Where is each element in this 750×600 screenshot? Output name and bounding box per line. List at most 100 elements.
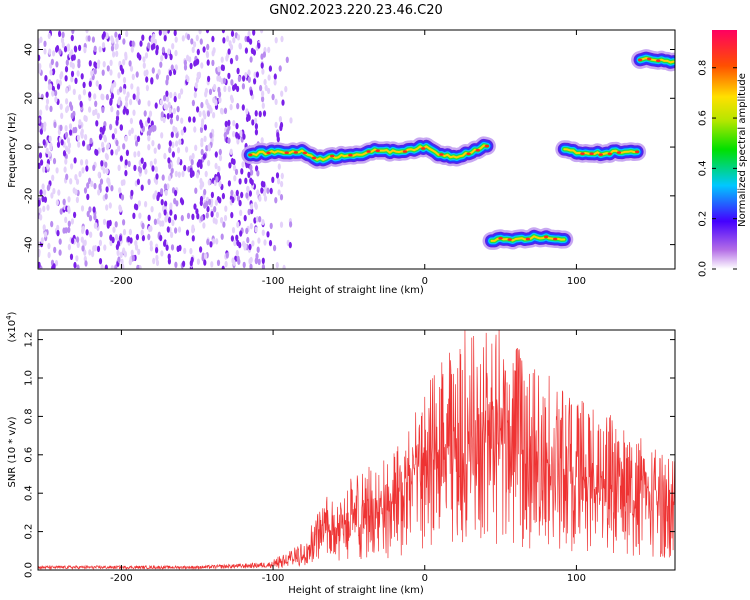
noise-dot bbox=[131, 73, 135, 81]
noise-dot bbox=[280, 90, 284, 97]
noise-dot bbox=[48, 83, 53, 90]
noise-dot bbox=[154, 190, 158, 197]
noise-dot bbox=[247, 69, 251, 76]
noise-dot bbox=[167, 174, 172, 182]
noise-dot bbox=[164, 189, 168, 196]
noise-dot bbox=[54, 259, 59, 267]
noise-dot bbox=[160, 188, 164, 195]
noise-dot bbox=[223, 107, 228, 115]
noise-dot bbox=[70, 34, 74, 42]
noise-dot bbox=[273, 244, 277, 252]
noise-dot bbox=[245, 115, 250, 123]
noise-dot bbox=[51, 174, 55, 181]
noise-dot bbox=[251, 119, 255, 126]
colorbar-ticks: 0.0 0.2 0.4 0.6 0.8 bbox=[698, 60, 737, 277]
noise-dot bbox=[64, 216, 68, 223]
track-peak bbox=[637, 58, 643, 62]
noise-dot bbox=[56, 229, 60, 237]
noise-dot bbox=[163, 35, 167, 42]
noise-dot bbox=[43, 48, 47, 55]
noise-dot bbox=[237, 75, 241, 83]
noise-dot bbox=[50, 192, 54, 199]
noise-dot bbox=[91, 36, 95, 43]
track-peak bbox=[375, 149, 380, 152]
noise-dot bbox=[261, 90, 265, 97]
track-peak bbox=[266, 151, 271, 155]
noise-dot bbox=[222, 37, 226, 44]
noise-dot bbox=[38, 54, 41, 61]
noise-dot bbox=[155, 48, 159, 56]
noise-dot bbox=[82, 81, 86, 89]
noise-dot bbox=[151, 165, 155, 172]
noise-dot bbox=[164, 52, 168, 60]
noise-dot bbox=[168, 146, 172, 154]
noise-dot bbox=[128, 258, 132, 266]
noise-dot bbox=[260, 30, 264, 34]
noise-dot bbox=[241, 83, 245, 90]
noise-dot bbox=[38, 152, 43, 159]
noise-dot bbox=[62, 198, 66, 205]
noise-dot bbox=[255, 253, 259, 260]
noise-dot bbox=[99, 230, 103, 238]
noise-dot bbox=[191, 213, 195, 220]
noise-dot bbox=[191, 99, 195, 107]
noise-dot bbox=[243, 244, 247, 251]
noise-dot bbox=[257, 237, 261, 244]
noise-dot bbox=[122, 219, 126, 226]
noise-dot bbox=[247, 76, 251, 83]
noise-dot bbox=[64, 66, 69, 73]
noise-dot bbox=[49, 69, 53, 76]
noise-dot bbox=[87, 35, 91, 42]
noise-dot bbox=[46, 204, 50, 211]
spectral-track bbox=[241, 136, 496, 169]
noise-dot bbox=[115, 119, 119, 126]
noise-dot bbox=[152, 43, 156, 50]
noise-dot bbox=[212, 112, 216, 119]
noise-dot bbox=[53, 121, 57, 128]
noise-dot bbox=[200, 62, 204, 69]
noise-dot bbox=[157, 69, 161, 76]
noise-dot bbox=[227, 85, 231, 93]
noise-dot bbox=[38, 248, 41, 256]
noise-dot bbox=[228, 162, 232, 169]
noise-dot bbox=[215, 176, 219, 183]
noise-dot bbox=[164, 216, 168, 223]
noise-dot bbox=[232, 164, 237, 172]
noise-dot bbox=[212, 217, 216, 224]
noise-dot bbox=[74, 188, 78, 196]
y-tick-label: 1.0 bbox=[24, 370, 35, 386]
track-peak bbox=[330, 154, 335, 158]
noise-dot bbox=[268, 65, 272, 72]
noise-dot bbox=[261, 68, 265, 75]
noise-dot bbox=[263, 195, 268, 202]
noise-dot bbox=[98, 183, 102, 190]
noise-dot bbox=[260, 187, 264, 194]
y-tick-label: 0.4 bbox=[24, 485, 35, 501]
noise-dot bbox=[211, 50, 215, 57]
noise-dot bbox=[135, 71, 139, 78]
noise-dot bbox=[190, 256, 194, 264]
noise-dot bbox=[176, 147, 181, 154]
noise-dot bbox=[116, 249, 120, 256]
noise-dot bbox=[200, 101, 204, 109]
noise-dot bbox=[249, 38, 253, 45]
noise-dot bbox=[129, 65, 134, 72]
noise-dot bbox=[94, 222, 98, 229]
noise-dot bbox=[242, 261, 246, 269]
noise-dot bbox=[185, 146, 189, 153]
track-peak bbox=[475, 148, 480, 152]
noise-dot bbox=[236, 67, 240, 75]
noise-dot bbox=[49, 144, 53, 151]
noise-dot bbox=[50, 58, 55, 66]
noise-dot bbox=[200, 148, 204, 156]
noise-dot bbox=[179, 197, 184, 204]
noise-dot bbox=[41, 195, 45, 203]
noise-dot bbox=[168, 216, 172, 224]
noise-dot bbox=[139, 40, 143, 47]
noise-dot bbox=[218, 91, 222, 98]
noise-dot bbox=[177, 226, 182, 233]
noise-dot bbox=[101, 106, 105, 114]
noise-dot bbox=[221, 30, 225, 34]
noise-dot bbox=[93, 182, 97, 190]
